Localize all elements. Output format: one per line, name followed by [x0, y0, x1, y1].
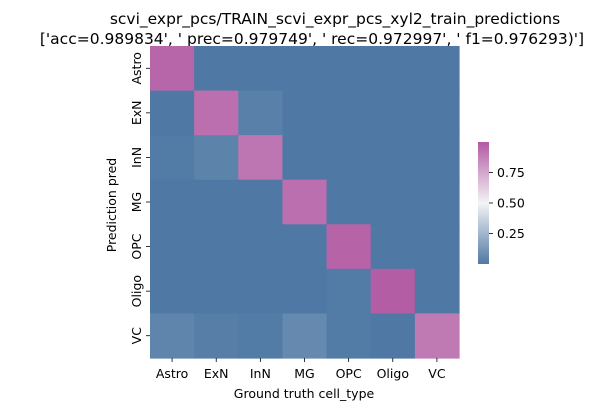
heatmap-cells: [150, 46, 460, 359]
heatmap-cell: [194, 135, 239, 181]
heatmap-cell: [370, 224, 416, 270]
heatmap-cell: [326, 135, 372, 181]
x-axis-label: Ground truth cell_type: [234, 386, 375, 401]
heatmap-cell: [282, 268, 328, 315]
heatmap-cell: [150, 313, 195, 359]
heatmap-cell: [370, 46, 416, 92]
heatmap-cell: [282, 179, 328, 225]
heatmap-cell: [326, 179, 372, 225]
heatmap-cell: [414, 313, 460, 359]
y-tick-label: OPC: [129, 233, 144, 259]
heatmap-cell: [326, 313, 372, 359]
y-tick-label: MG: [129, 192, 144, 212]
heatmap-cell: [414, 90, 460, 136]
colorbar: [478, 142, 489, 264]
y-tick-labels: Astro ExN InN MG OPC Oligo VC: [129, 52, 150, 344]
y-tick-label: VC: [129, 327, 144, 345]
heatmap-cell: [238, 179, 284, 225]
heatmap-cell: [238, 135, 284, 181]
heatmap-cell: [150, 179, 195, 225]
heatmap-cell: [414, 268, 460, 315]
x-tick-label: VC: [428, 366, 446, 381]
heatmap-cell: [414, 179, 460, 225]
y-axis-label: Prediction pred: [104, 158, 119, 253]
colorbar-tick-label: 0.50: [497, 196, 525, 211]
heatmap-cell: [194, 179, 239, 225]
heatmap-cell: [238, 313, 284, 359]
y-tick-label: Oligo: [129, 275, 144, 307]
chart-title: scvi_expr_pcs/TRAIN_scvi_expr_pcs_xyl2_t…: [110, 10, 560, 29]
colorbar-ticks: 0.25 0.50 0.75: [489, 165, 525, 241]
x-tick-label: InN: [250, 366, 271, 381]
heatmap-cell: [150, 224, 195, 270]
heatmap-cell: [326, 224, 372, 270]
heatmap-cell: [370, 179, 416, 225]
heatmap-cell: [282, 90, 328, 136]
x-tick-label: Astro: [156, 366, 188, 381]
heatmap-cell: [194, 90, 239, 136]
heatmap-cell: [326, 46, 372, 92]
x-tick-labels: Astro ExN InN MG OPC Oligo VC: [156, 358, 446, 381]
heatmap-cell: [194, 224, 239, 270]
y-tick-label: ExN: [129, 101, 144, 126]
heatmap-cell: [326, 268, 372, 315]
heatmap-cell: [238, 224, 284, 270]
heatmap-cell: [370, 90, 416, 136]
heatmap-cell: [414, 135, 460, 181]
heatmap-cell: [150, 268, 195, 315]
heatmap-cell: [282, 313, 328, 359]
heatmap-cell: [282, 224, 328, 270]
colorbar-tick-label: 0.75: [497, 165, 525, 180]
chart-subtitle: ['acc=0.989834', ' prec=0.979749', ' rec…: [40, 30, 584, 48]
heatmap-cell: [326, 90, 372, 136]
heatmap-cell: [370, 135, 416, 181]
heatmap-cell: [414, 46, 460, 92]
colorbar-tick-label: 0.25: [497, 226, 525, 241]
heatmap-cell: [150, 90, 195, 136]
y-tick-label: InN: [129, 147, 144, 168]
heatmap-cell: [150, 135, 195, 181]
x-tick-label: ExN: [204, 366, 229, 381]
y-tick-label: Astro: [129, 52, 144, 84]
x-tick-label: MG: [294, 366, 314, 381]
heatmap-cell: [370, 268, 416, 315]
heatmap-cell: [238, 46, 284, 92]
heatmap-cell: [414, 224, 460, 270]
heatmap-cell: [282, 135, 328, 181]
heatmap-cell: [370, 313, 416, 359]
heatmap-cell: [194, 268, 239, 315]
heatmap-cell: [238, 90, 284, 136]
heatmap-cell: [282, 46, 328, 92]
heatmap-cell: [150, 46, 195, 92]
x-tick-label: Oligo: [377, 366, 409, 381]
heatmap-cell: [238, 268, 284, 315]
heatmap-cell: [194, 313, 239, 359]
heatmap-cell: [194, 46, 239, 92]
x-tick-label: OPC: [336, 366, 362, 381]
